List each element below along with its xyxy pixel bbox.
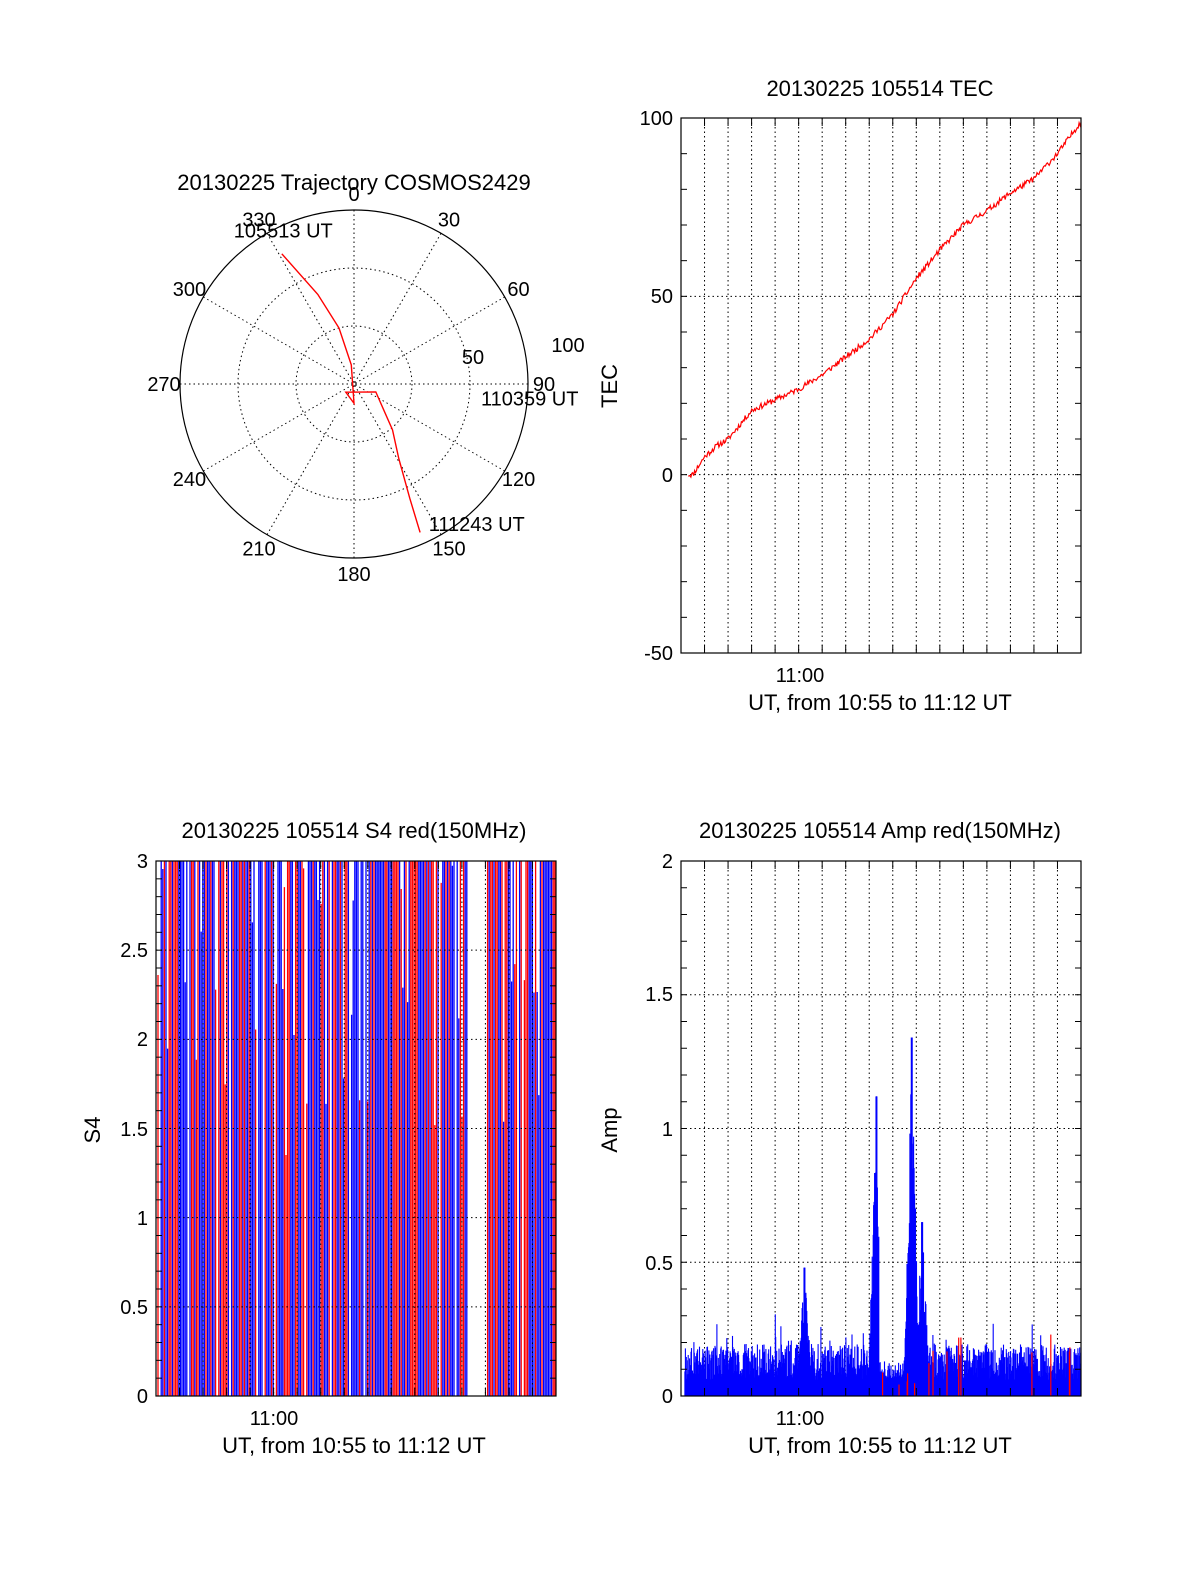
trajectory-line xyxy=(281,253,421,533)
polar-angle-label: 60 xyxy=(507,279,529,301)
tec-y-tick-label: 100 xyxy=(640,108,673,130)
trajectory-mid-annotation: 110359 UT xyxy=(481,388,578,410)
tec-y-tick-labels: -50 0 50 100 xyxy=(640,108,673,665)
amp-y-tick-label: 0.5 xyxy=(645,1253,673,1275)
tec-y-axis-label: TEC xyxy=(597,364,622,408)
tec-y-tick-label: 50 xyxy=(651,286,673,308)
amp-title: 20130225 105514 Amp red(150MHz) xyxy=(699,818,1061,843)
tec-line xyxy=(687,120,1082,479)
s4-y-tick-label: 2 xyxy=(137,1029,148,1051)
s4-panel: 20130225 105514 S4 red(150MHz) 0 0.5 1 1… xyxy=(80,818,557,1458)
polar-angle-label: 90 xyxy=(533,374,555,396)
s4-y-tick-label: 1.5 xyxy=(120,1119,148,1141)
s4-ticks xyxy=(155,860,557,1397)
polar-angle-label: 180 xyxy=(337,564,370,586)
polar-grid xyxy=(180,210,528,558)
polar-angle-label: 30 xyxy=(438,209,460,231)
tec-y-tick-label: 0 xyxy=(662,465,673,487)
tec-panel: 20130225 105514 TEC -50 0 50 100 11:00 U… xyxy=(597,76,1082,715)
polar-ring-inner xyxy=(295,325,413,443)
s4-y-tick-label: 0 xyxy=(137,1386,148,1408)
amp-panel: 20130225 105514 Amp red(150MHz) 0 0.5 1 … xyxy=(597,818,1082,1458)
polar-angle-label: 330 xyxy=(242,209,275,231)
amp-y-tick-label: 1.5 xyxy=(645,984,673,1006)
polar-annotations: 105513 UT 110359 UT 111243 UT xyxy=(234,221,579,537)
polar-angle-label: 300 xyxy=(173,279,206,301)
trajectory-panel: 20130225 Trajectory COSMOS2429 0 30 60 9… xyxy=(147,170,584,586)
s4-title: 20130225 105514 S4 red(150MHz) xyxy=(182,818,527,843)
polar-radius-label: 50 xyxy=(462,347,484,369)
trajectory-title: 20130225 Trajectory COSMOS2429 xyxy=(177,170,530,195)
polar-ring-middle xyxy=(237,267,471,501)
tec-y-tick-label: -50 xyxy=(644,643,673,665)
tec-title: 20130225 105514 TEC xyxy=(766,76,993,101)
s4-y-axis-label: S4 xyxy=(80,1117,105,1144)
amp-x-axis-label: UT, from 10:55 to 11:12 UT xyxy=(748,1433,1012,1458)
polar-series-layer xyxy=(281,253,421,533)
polar-labels: 0 30 60 90 120 150 180 210 240 270 300 3… xyxy=(147,184,584,586)
s4-y-tick-label: 2.5 xyxy=(120,940,148,962)
amp-y-tick-label: 2 xyxy=(662,851,673,873)
amp-x-tick-label: 11:00 xyxy=(776,1408,825,1430)
amp-y-tick-label: 0 xyxy=(662,1386,673,1408)
s4-y-tick-label: 0.5 xyxy=(120,1297,148,1319)
tec-plot-frame xyxy=(680,117,1082,654)
polar-radius-label: 100 xyxy=(551,335,584,357)
s4-y-tick-label: 1 xyxy=(137,1208,148,1230)
polar-angle-label: 240 xyxy=(173,469,206,491)
polar-angle-label: 120 xyxy=(502,469,535,491)
polar-angle-label: 150 xyxy=(432,539,465,561)
amp-y-tick-label: 1 xyxy=(662,1119,673,1141)
s4-y-tick-labels: 0 0.5 1 1.5 2 2.5 3 xyxy=(120,851,148,1408)
tec-ticks xyxy=(680,117,1082,654)
polar-angle-label: 210 xyxy=(242,539,275,561)
amp-ticks xyxy=(680,860,1082,1397)
s4-x-axis-label: UT, from 10:55 to 11:12 UT xyxy=(222,1433,486,1458)
trajectory-end-annotation: 111243 UT xyxy=(429,514,525,536)
tec-x-tick-label: 11:00 xyxy=(776,665,825,687)
tec-x-axis-label: UT, from 10:55 to 11:12 UT xyxy=(748,690,1012,715)
s4-x-tick-label: 11:00 xyxy=(250,1408,299,1430)
s4-y-tick-label: 3 xyxy=(137,851,148,873)
amp-grid xyxy=(681,861,1081,1396)
trajectory-start-annotation: 105513 UT xyxy=(234,221,333,243)
amp-series-layer xyxy=(684,1037,1082,1396)
s4-series-layer xyxy=(157,861,556,1396)
polar-angle-label: 270 xyxy=(147,374,180,396)
s4-grid xyxy=(156,861,556,1396)
amp-y-axis-label: Amp xyxy=(597,1107,622,1152)
tec-grid xyxy=(681,118,1081,653)
tec-series-layer xyxy=(687,120,1082,479)
polar-angle-label: 0 xyxy=(348,184,359,206)
polar-outer-circle xyxy=(179,209,529,559)
amp-y-tick-labels: 0 0.5 1 1.5 2 xyxy=(645,851,673,1408)
